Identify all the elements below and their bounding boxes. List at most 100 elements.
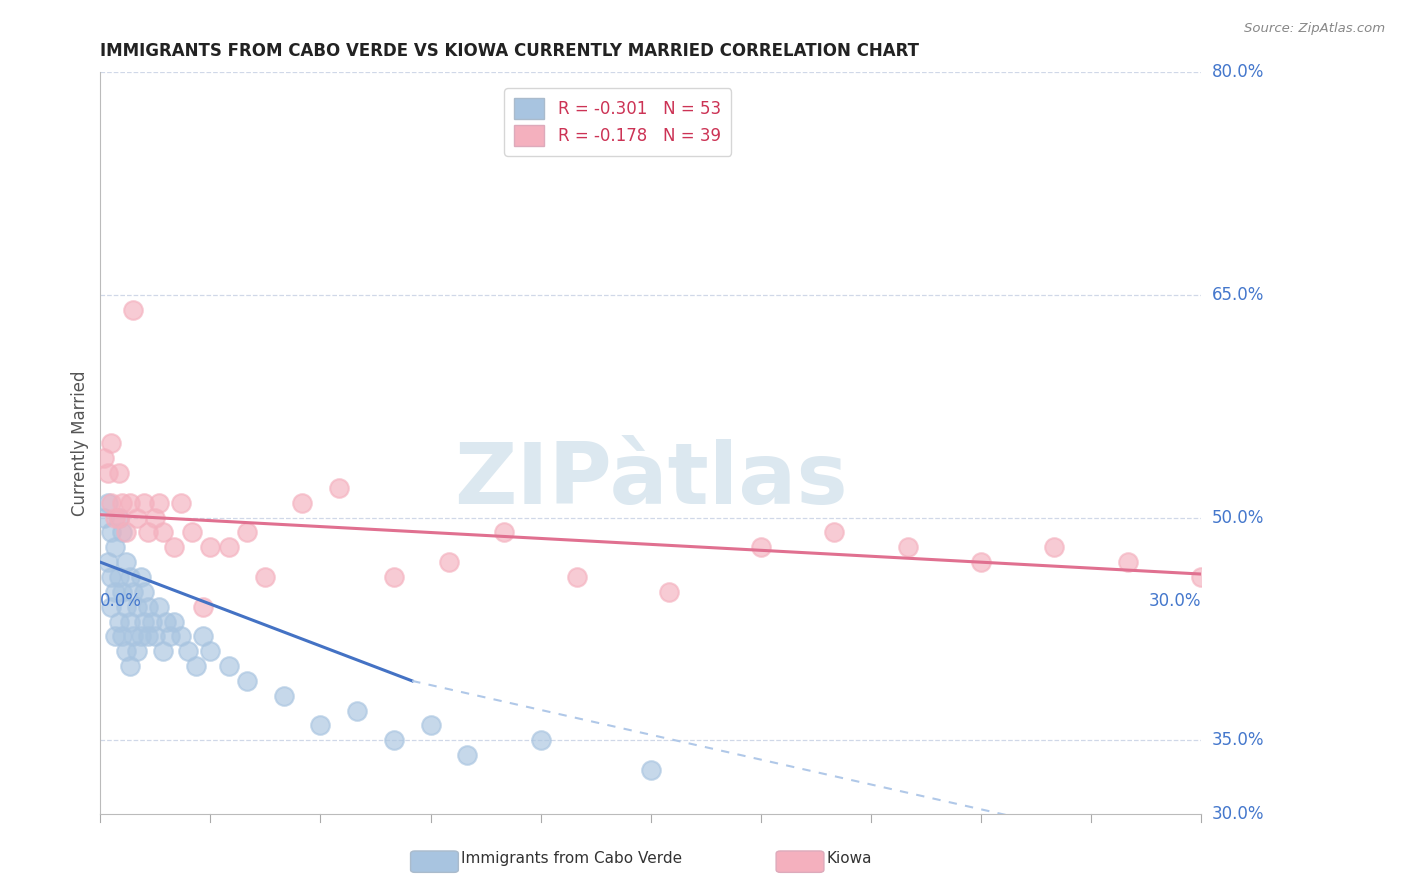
Point [456,748,478,763]
Point [328,481,350,495]
Point [145,510,167,524]
Point [530,733,553,747]
Point [148,599,170,614]
Text: Source: ZipAtlas.com: Source: ZipAtlas.com [1244,22,1385,36]
Point [104,541,127,555]
Point [100,525,122,540]
Point [200,541,222,555]
Point [658,585,681,599]
Point [159,629,181,643]
Point [170,496,193,510]
Point [107,466,129,480]
Point [134,496,156,510]
Point [118,659,141,673]
Text: 65.0%: 65.0% [1212,286,1264,304]
Point [104,629,127,643]
Point [567,570,589,584]
Point [100,599,122,614]
Point [141,615,163,629]
Point [100,570,122,584]
Point [382,570,405,584]
Point [129,629,152,643]
Point [749,541,772,555]
Point [419,718,441,732]
Point [93,510,115,524]
Text: 80.0%: 80.0% [1212,63,1264,81]
Point [191,599,214,614]
Text: IMMIGRANTS FROM CABO VERDE VS KIOWA CURRENTLY MARRIED CORRELATION CHART: IMMIGRANTS FROM CABO VERDE VS KIOWA CURR… [100,42,920,60]
Point [136,629,159,643]
Point [107,510,129,524]
Text: 30.0%: 30.0% [1212,805,1264,823]
Point [118,615,141,629]
Point [107,570,129,584]
Point [218,659,240,673]
Point [492,525,515,540]
Point [115,525,138,540]
Point [104,510,127,524]
Text: 35.0%: 35.0% [1212,731,1264,749]
Point [93,451,115,466]
Point [97,555,120,569]
Point [134,615,156,629]
Point [115,644,138,658]
Point [111,585,134,599]
Point [104,585,127,599]
Text: 0.0%: 0.0% [100,592,142,610]
Point [191,629,214,643]
Y-axis label: Currently Married: Currently Married [72,371,89,516]
Point [145,629,167,643]
Text: Kiowa: Kiowa [827,851,872,865]
Point [309,718,332,732]
Point [115,599,138,614]
Point [170,629,193,643]
Point [115,555,138,569]
Point [118,496,141,510]
Point [125,644,148,658]
Text: ZIPàtlas: ZIPàtlas [454,439,848,522]
Point [97,466,120,480]
Point [346,704,368,718]
Point [823,525,845,540]
Point [291,496,314,510]
Text: 50.0%: 50.0% [1212,508,1264,526]
Point [118,570,141,584]
Point [111,496,134,510]
Text: 30.0%: 30.0% [1149,592,1201,610]
Point [152,525,174,540]
Point [134,585,156,599]
Point [1189,570,1212,584]
Point [896,541,918,555]
Point [181,525,204,540]
Point [200,644,222,658]
Legend: R = -0.301   N = 53, R = -0.178   N = 39: R = -0.301 N = 53, R = -0.178 N = 39 [505,88,731,155]
Point [122,585,145,599]
Point [107,510,129,524]
Point [148,496,170,510]
Point [437,555,460,569]
Point [97,496,120,510]
Point [111,525,134,540]
Point [382,733,405,747]
Point [1043,541,1066,555]
Point [184,659,207,673]
Point [155,615,177,629]
Point [236,525,259,540]
Point [125,510,148,524]
Point [236,673,259,688]
Point [152,644,174,658]
Point [1116,555,1139,569]
Point [100,436,122,450]
Point [273,689,295,703]
Point [163,615,186,629]
Point [129,570,152,584]
Point [254,570,277,584]
Point [125,599,148,614]
Point [218,541,240,555]
Point [122,629,145,643]
Point [122,302,145,317]
Point [163,541,186,555]
Point [970,555,993,569]
Point [177,644,200,658]
Point [107,615,129,629]
